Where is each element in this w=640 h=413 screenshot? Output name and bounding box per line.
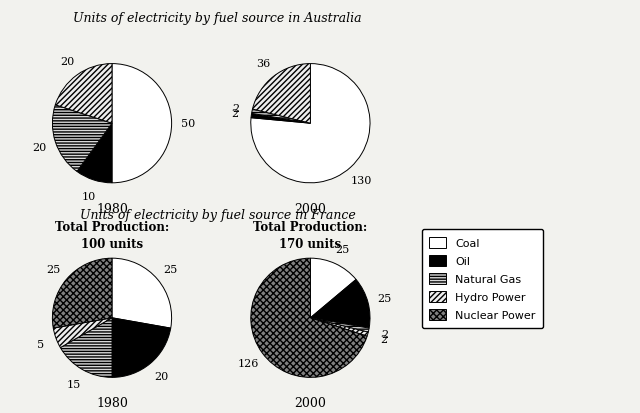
Text: 1980: 1980 (96, 202, 128, 215)
Text: 20: 20 (154, 371, 168, 381)
Text: 2: 2 (380, 334, 387, 344)
Text: 20: 20 (32, 142, 47, 152)
Text: 2: 2 (381, 329, 388, 339)
Wedge shape (251, 259, 367, 377)
Text: 1980: 1980 (96, 396, 128, 409)
Text: 5: 5 (36, 339, 44, 349)
Wedge shape (310, 280, 370, 328)
Wedge shape (60, 318, 112, 377)
Wedge shape (55, 64, 112, 124)
Text: 25: 25 (335, 244, 350, 254)
Text: 50: 50 (181, 119, 195, 129)
Text: Units of electricity by fuel source in France: Units of electricity by fuel source in F… (80, 209, 355, 221)
Text: 36: 36 (256, 59, 271, 69)
Text: Total Production:: Total Production: (253, 221, 367, 234)
Wedge shape (252, 110, 310, 124)
Text: 25: 25 (377, 293, 391, 303)
Text: 2000: 2000 (294, 202, 326, 215)
Wedge shape (53, 318, 112, 348)
Wedge shape (251, 114, 310, 124)
Text: 25: 25 (163, 264, 177, 274)
Text: 130: 130 (351, 175, 372, 185)
Text: 20: 20 (60, 57, 74, 67)
Text: Units of electricity by fuel source in Australia: Units of electricity by fuel source in A… (74, 12, 362, 25)
Wedge shape (112, 64, 172, 183)
Wedge shape (112, 318, 171, 377)
Wedge shape (52, 259, 112, 328)
Text: 170 units: 170 units (279, 237, 342, 250)
Wedge shape (310, 318, 368, 336)
Text: Total Production:: Total Production: (55, 221, 169, 234)
Text: 15: 15 (67, 379, 81, 389)
Wedge shape (253, 64, 310, 124)
Wedge shape (310, 259, 356, 318)
Wedge shape (52, 106, 112, 172)
Text: 2000: 2000 (294, 396, 326, 409)
Text: 126: 126 (238, 358, 259, 368)
Legend: Coal, Oil, Natural Gas, Hydro Power, Nuclear Power: Coal, Oil, Natural Gas, Hydro Power, Nuc… (422, 229, 543, 328)
Text: 2: 2 (231, 109, 238, 119)
Text: 10: 10 (81, 191, 95, 201)
Wedge shape (112, 259, 172, 328)
Wedge shape (251, 64, 370, 183)
Wedge shape (77, 124, 112, 183)
Text: 100 units: 100 units (81, 237, 143, 250)
Text: 25: 25 (47, 264, 61, 274)
Text: 2: 2 (232, 104, 239, 114)
Wedge shape (310, 318, 369, 332)
